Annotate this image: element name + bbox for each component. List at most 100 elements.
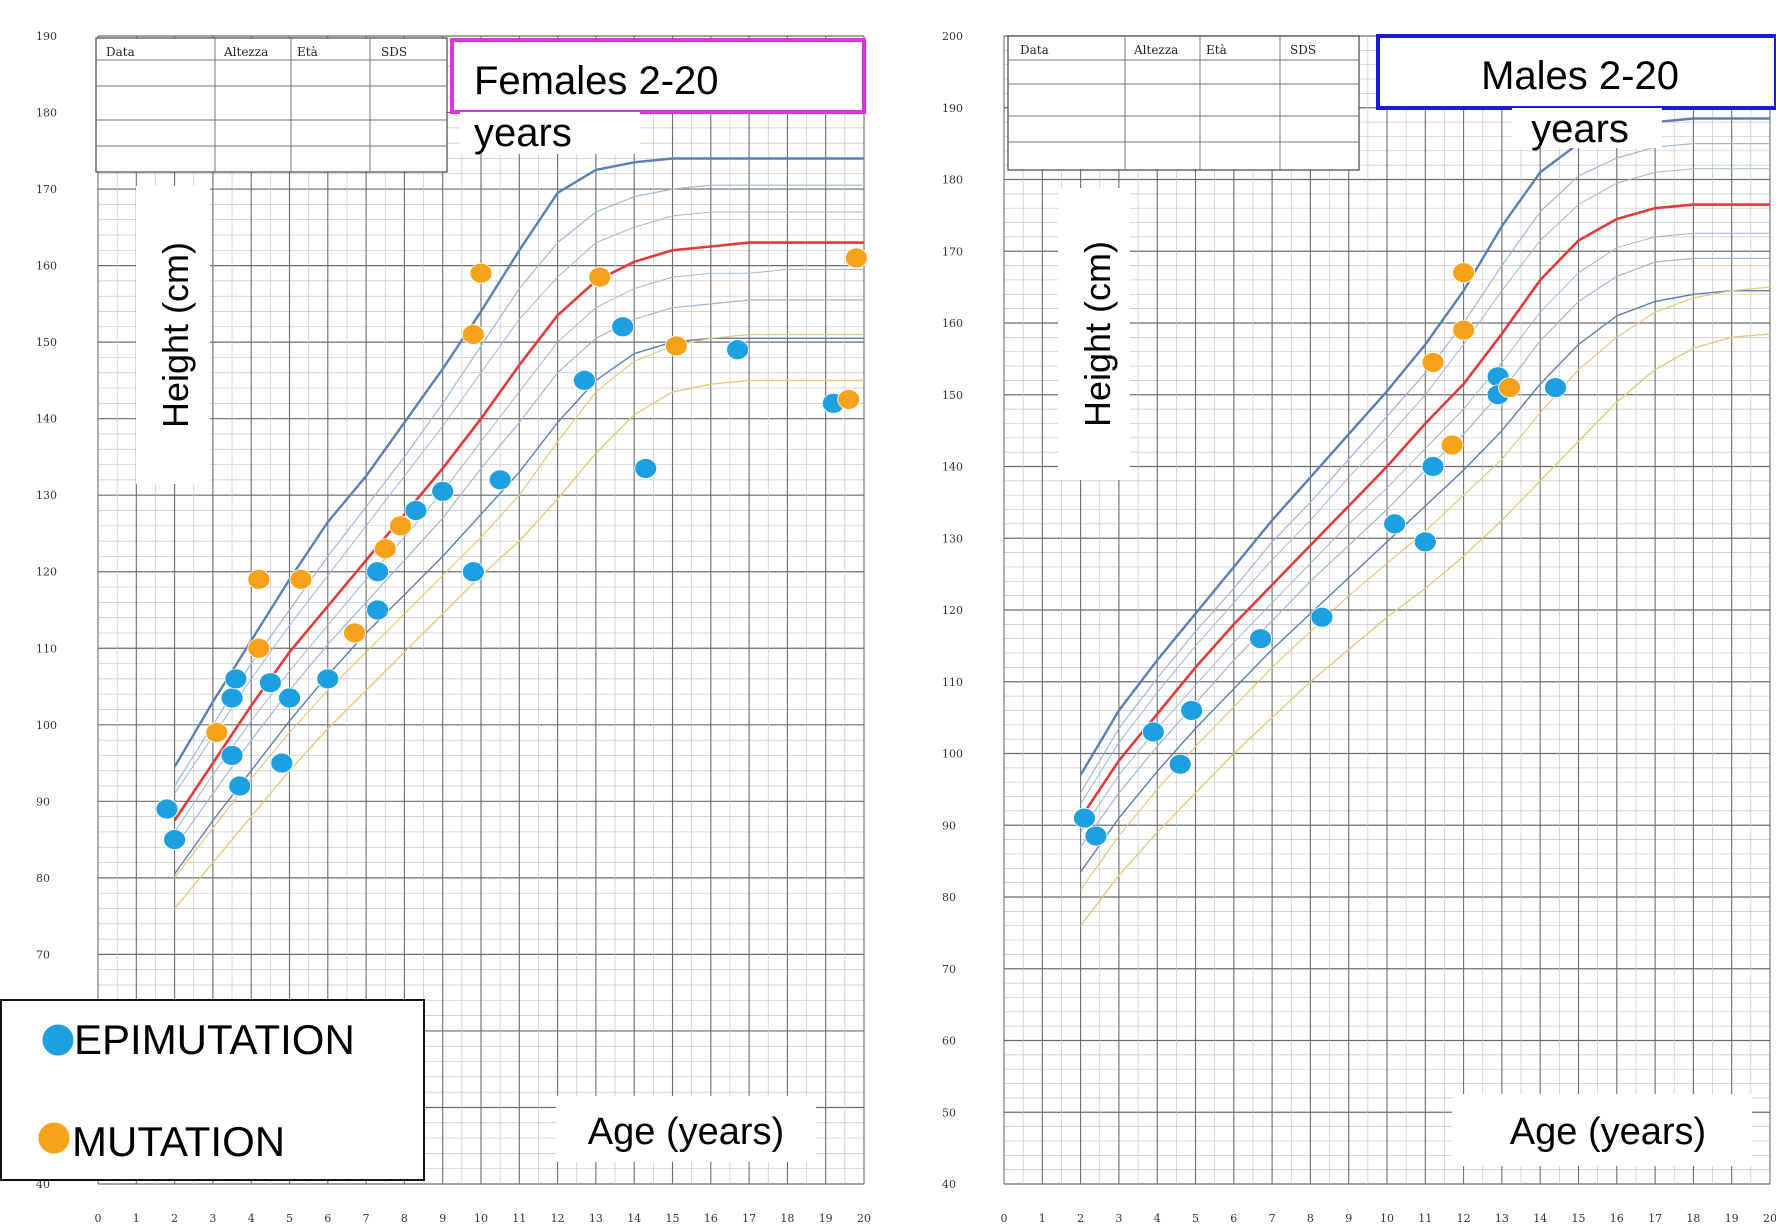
males-y-tick-label: 150	[942, 389, 963, 402]
females-point-epimutation	[461, 561, 485, 583]
record-header-data: Data	[1020, 43, 1049, 57]
females-data-points	[155, 247, 868, 850]
males-y-axis-ticks: 40 50 60 70 80 90 100 110 120 130 140 150 160 170 180 1…	[942, 30, 963, 1191]
females-x-tick-label: 4	[248, 1212, 255, 1225]
females-y-tick-label: 170	[36, 183, 57, 196]
females-point-epimutation	[366, 599, 389, 621]
females-point-epimutation	[278, 687, 301, 709]
males-point-epimutation	[1168, 753, 1192, 775]
females-y-tick-label: 70	[36, 948, 50, 961]
females-point-epimutation	[228, 775, 252, 797]
females-reference-curves	[173, 157, 864, 909]
males-title-box	[1376, 34, 1776, 110]
females-curve-upper	[174, 184, 864, 787]
females-y-axis-ticks: 4050607080901001101201301401501601701801…	[36, 30, 57, 1191]
males-point-epimutation	[1383, 513, 1407, 535]
record-header-eta: Età	[297, 45, 318, 59]
females-x-tick-label: 0	[95, 1212, 102, 1225]
females-curve-outer-upper	[173, 157, 864, 768]
males-point-mutation	[1440, 434, 1464, 456]
males-curve-median	[1079, 203, 1770, 819]
females-y-tick-label: 150	[36, 336, 57, 349]
males-point-epimutation	[1141, 721, 1165, 743]
males-curve-lower-inner	[1080, 232, 1770, 833]
females-point-mutation	[461, 324, 485, 345]
females-x-tick-label: 3	[209, 1212, 216, 1225]
females-point-epimutation	[573, 369, 596, 391]
females-point-epimutation	[611, 316, 635, 338]
males-x-tick-label: 16	[1610, 1212, 1624, 1225]
males-curve-outer-lower	[1080, 290, 1770, 873]
females-point-epimutation	[726, 339, 750, 361]
males-x-axis-ticks: 0 1 2 3 4 5 6 7 8 9 10 11 12 13 14 15 16 17 18 19 20	[1001, 1212, 1776, 1225]
females-point-epimutation	[163, 829, 187, 850]
females-point-epimutation	[634, 458, 658, 479]
males-point-epimutation	[1249, 628, 1273, 650]
legend-box	[0, 999, 425, 1181]
females-y-tick-label: 80	[36, 872, 50, 885]
females-title: Females 2-20 years	[450, 38, 866, 155]
males-y-tick-label: 200	[942, 30, 963, 43]
females-point-mutation	[289, 568, 313, 590]
females-y-tick-label: 90	[36, 795, 50, 808]
females-y-tick-label: 40	[36, 1178, 50, 1191]
females-y-tick-label: 190	[36, 30, 57, 43]
females-y-tick-label: 180	[36, 107, 57, 120]
females-point-epimutation	[366, 561, 389, 583]
males-point-epimutation	[1544, 377, 1567, 398]
legend-label-epimutation: EPIMUTATION	[74, 1016, 355, 1063]
males-x-tick-label: 11	[1418, 1212, 1432, 1225]
females-x-tick-label: 9	[439, 1212, 446, 1225]
males-point-epimutation	[1180, 700, 1204, 721]
males-y-tick-label: 160	[942, 317, 963, 330]
males-x-tick-label: 6	[1230, 1212, 1237, 1225]
males-point-epimutation	[1073, 807, 1096, 829]
males-data-points	[1073, 262, 1567, 847]
females-x-tick-label: 2	[171, 1212, 178, 1225]
females-x-tick-label: 10	[474, 1212, 488, 1225]
males-y-tick-label: 50	[942, 1106, 956, 1119]
females-y-tick-label: 140	[36, 413, 57, 426]
males-x-tick-label: 18	[1686, 1212, 1700, 1225]
males-title: Males 2-20 years	[1376, 34, 1776, 151]
females-title-line1: Females 2-20	[474, 59, 719, 103]
legend-marker-mutation	[37, 1121, 71, 1155]
males-x-tick-label: 4	[1154, 1212, 1161, 1225]
males-x-tick-label: 8	[1307, 1212, 1314, 1225]
females-title-box	[450, 38, 866, 114]
males-y-tick-label: 40	[942, 1178, 956, 1191]
females-y-tick-label: 120	[36, 566, 57, 579]
females-x-tick-label: 11	[512, 1212, 526, 1225]
females-growth-chart: 4050607080901001101201301401501601701801…	[36, 30, 871, 1225]
females-point-epimutation	[258, 672, 282, 694]
legend-marker-epimutation	[41, 1023, 75, 1057]
males-x-tick-label: 10	[1380, 1212, 1394, 1225]
females-y-tick-label: 130	[36, 489, 57, 502]
females-point-mutation	[664, 335, 688, 357]
males-x-tick-label: 5	[1192, 1212, 1199, 1225]
females-point-mutation	[205, 722, 229, 743]
females-x-tick-label: 6	[324, 1212, 331, 1225]
females-x-tick-label: 19	[819, 1212, 833, 1225]
males-x-tick-label: 13	[1495, 1212, 1509, 1225]
females-x-tick-label: 7	[363, 1212, 370, 1225]
females-x-tick-label: 13	[589, 1212, 603, 1225]
males-x-tick-label: 1	[1039, 1212, 1046, 1225]
males-x-tick-label: 20	[1763, 1212, 1776, 1225]
males-y-tick-label: 60	[942, 1035, 956, 1048]
males-point-mutation	[1452, 319, 1475, 341]
males-y-tick-label: 130	[942, 532, 963, 545]
males-y-tick-label: 90	[942, 819, 956, 832]
males-y-tick-label: 180	[942, 174, 963, 187]
females-point-mutation	[588, 266, 612, 288]
males-point-mutation	[1421, 352, 1445, 373]
females-point-epimutation	[220, 687, 244, 709]
females-point-mutation	[373, 538, 397, 560]
females-y-tick-label: 160	[36, 260, 57, 273]
males-x-tick-label: 9	[1345, 1212, 1352, 1225]
females-record-table: Data Altezza Età SDS	[95, 37, 448, 173]
females-x-tick-label: 17	[742, 1212, 756, 1225]
females-point-mutation	[837, 389, 861, 410]
females-x-axis-ticks: 0 1 2 3 4 5 6 7 8 9 10 11 12 13 14 15 16 17 18 19 20	[95, 1212, 872, 1225]
males-y-tick-label: 140	[942, 461, 963, 474]
